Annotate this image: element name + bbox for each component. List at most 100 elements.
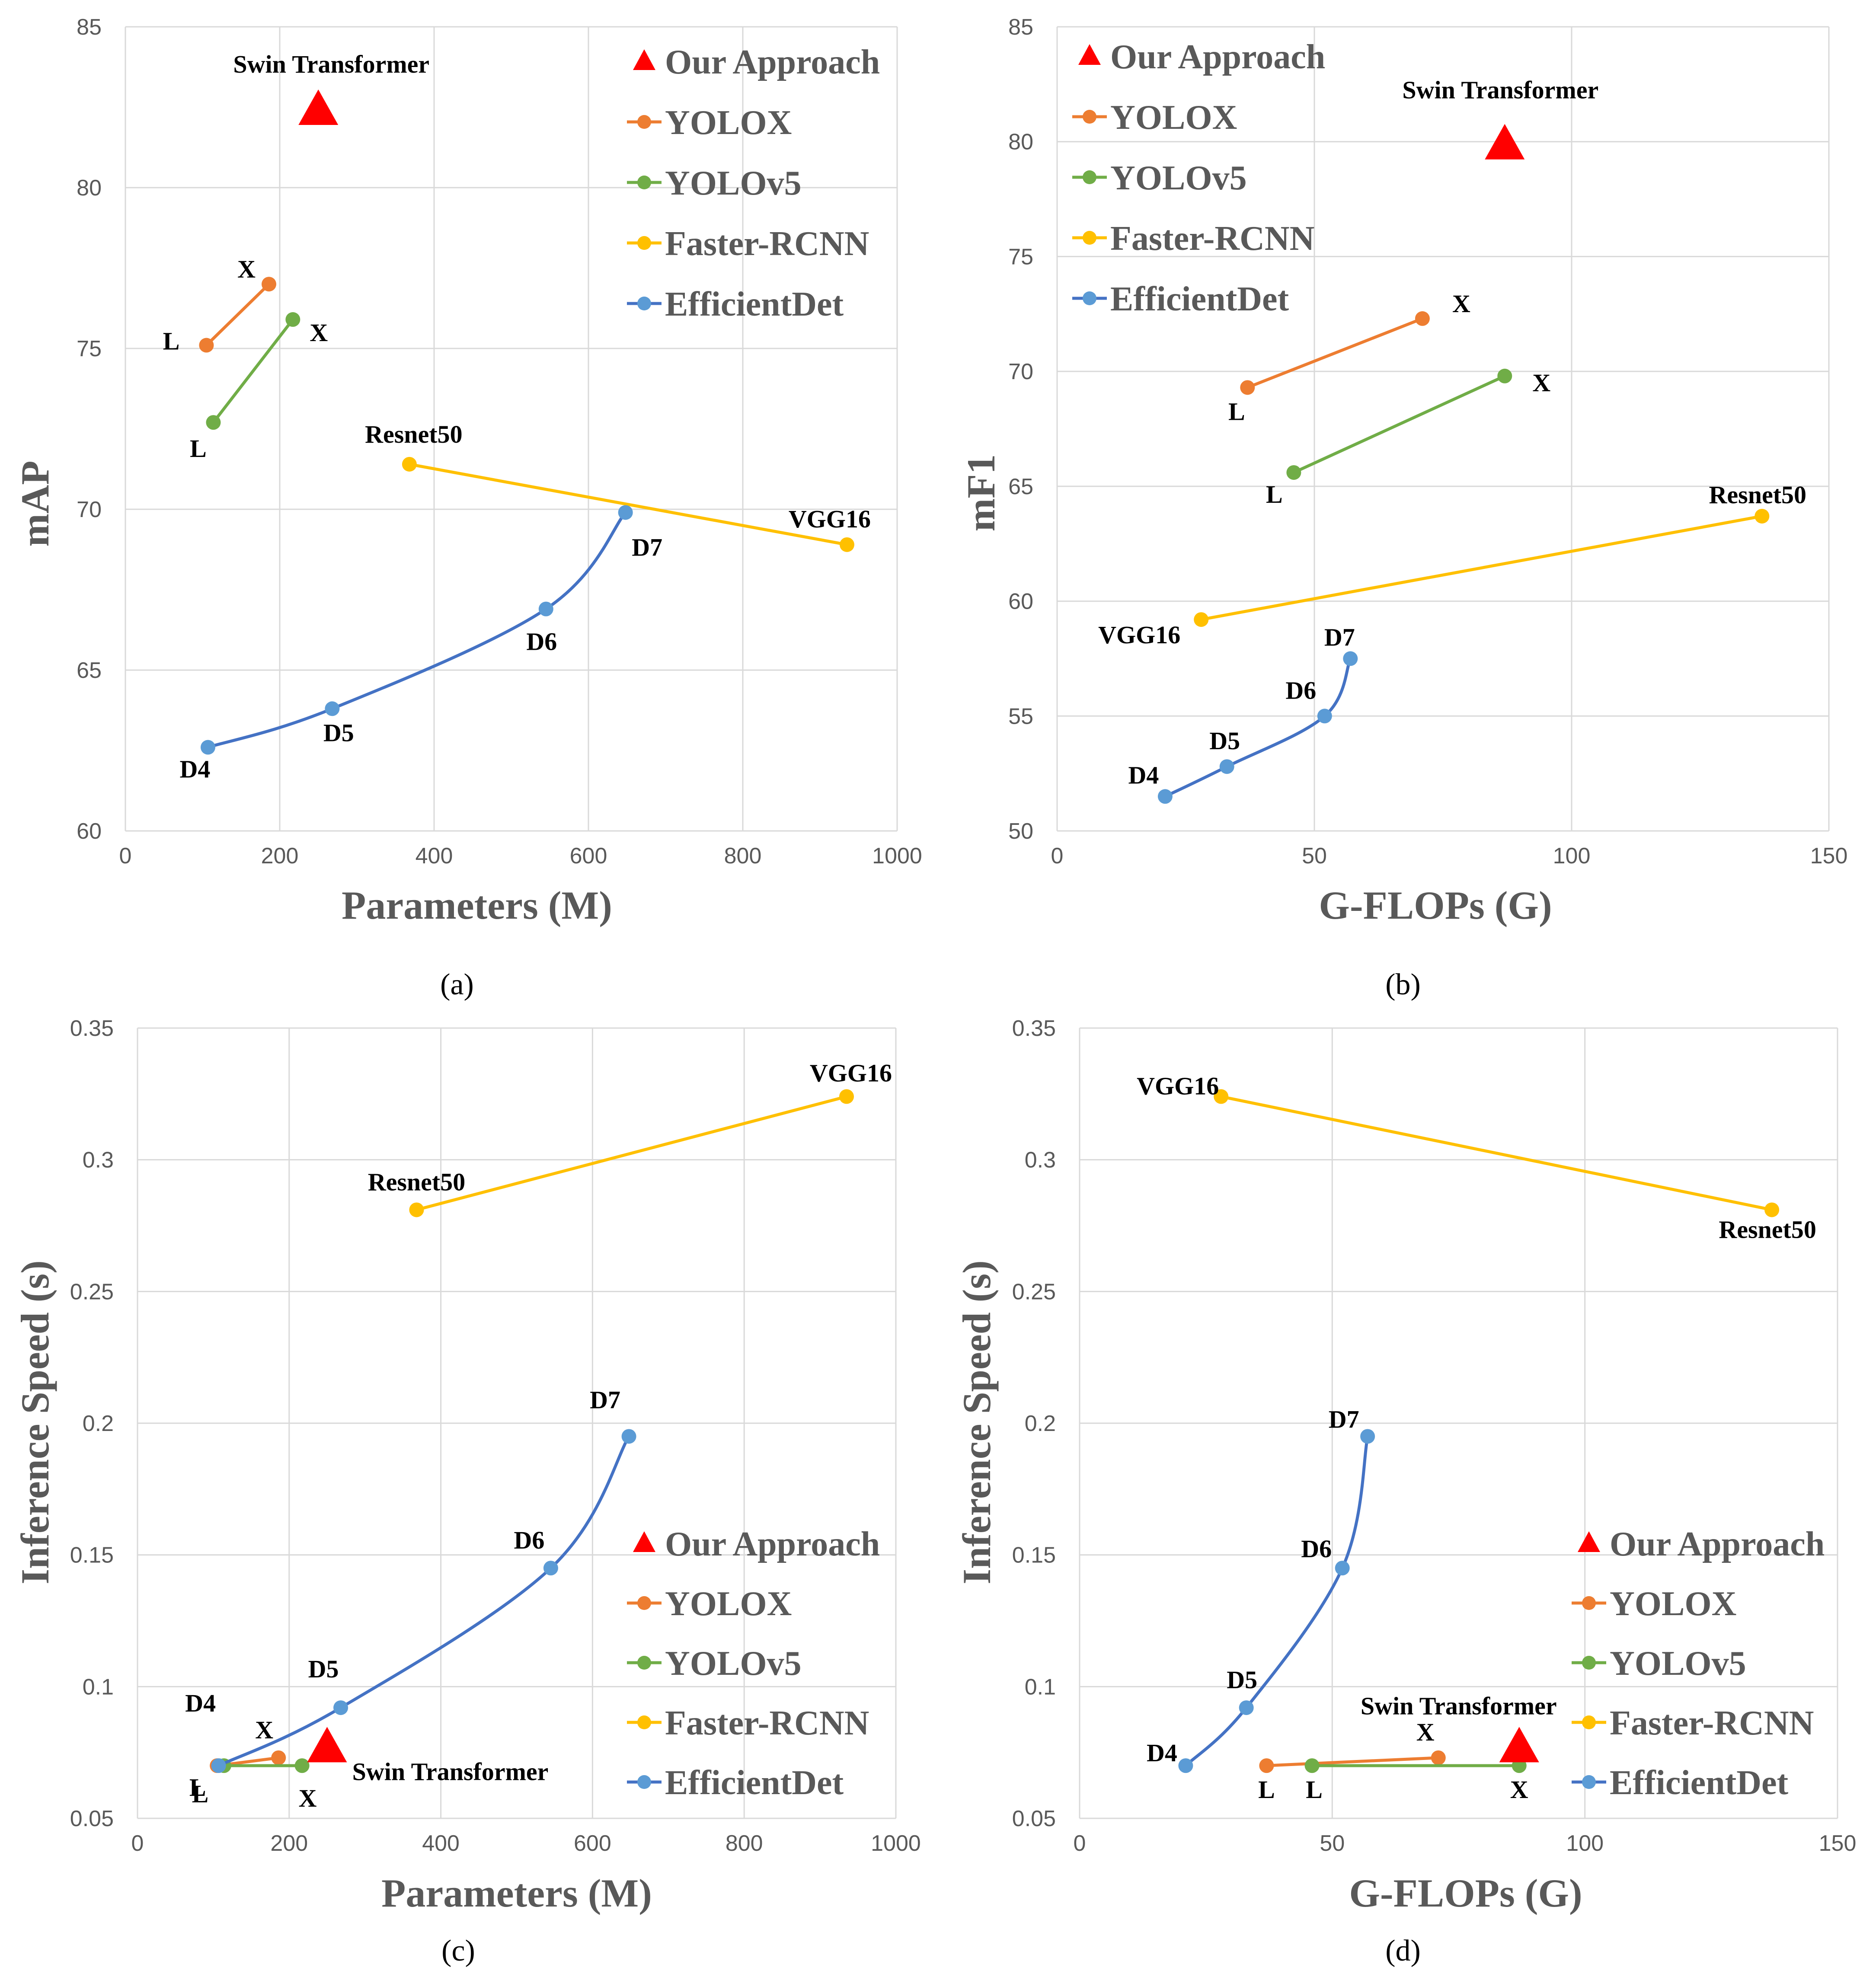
data-point [538,601,553,616]
data-point [1157,789,1173,804]
panel-label: (b) [1385,968,1421,1001]
x-tick-label: 200 [261,843,299,869]
legend-marker [1582,1656,1596,1670]
series-our_approach: Swin Transformer [1402,76,1598,160]
data-label: L [189,1773,206,1801]
legend-label-yolov5: YOLOv5 [665,164,802,202]
data-label: D4 [185,1689,216,1717]
data-point [409,1202,424,1217]
data-point [294,1758,310,1773]
chart-b: 0 50 100 150 50 55 60 65 70 75 80 85 G-FLOPs (G) mF1 (… [959,15,1847,1001]
legend-marker [637,236,651,250]
x-tick-label: 0 [1051,843,1064,869]
legend-label-efficientdet: EfficientDet [665,285,844,323]
x-tick-label: 150 [1810,843,1848,869]
legend-marker [637,1775,651,1789]
x-tick-label: 800 [724,843,762,869]
data-label: D7 [1329,1405,1359,1433]
series-efficientdet: D4 D5 D6 D7 [185,1386,636,1773]
series-line [1185,1436,1369,1767]
legend-label-faster_rcnn: Faster-RCNN [665,225,869,263]
series-line [1164,658,1352,798]
data-label: L [1306,1776,1323,1804]
chart-a: 0 200 400 600 800 1000 60 65 70 75 80 85 Parameters … [13,15,922,1001]
series-line [1247,317,1423,389]
legend-label-yolox: YOLOX [665,1585,792,1623]
legend-marker [637,1596,651,1610]
series-line [207,511,627,749]
data-label: Resnet50 [1709,481,1807,509]
data-label: L [1228,397,1245,425]
data-point [543,1561,558,1576]
legend-marker [1083,170,1096,184]
y-tick-label: 70 [1008,359,1033,384]
data-label: D7 [590,1386,620,1414]
data-label: D5 [323,719,354,747]
series-faster_rcnn: VGG16 Resnet50 [1137,1072,1816,1243]
legend-marker [637,297,651,310]
data-label: X [1510,1776,1528,1804]
data-point-triangle [1485,124,1525,160]
data-point [1764,1202,1780,1217]
data-point [211,1758,226,1773]
data-label: X [237,255,256,283]
data-label: L [163,327,180,355]
y-tick-label: 80 [1008,130,1033,155]
legend-label-yolov5: YOLOv5 [1610,1645,1746,1683]
legend-label-our_approach: Our Approach [1610,1525,1825,1563]
x-tick-label: 400 [422,1831,460,1856]
y-axis-title: mF1 [959,454,1003,532]
data-point [206,415,221,430]
x-tick-label: 800 [725,1831,763,1856]
series-yolov5: LX [1266,368,1550,508]
series-line [1201,514,1762,621]
y-tick-label: 60 [1008,589,1033,614]
legend: Our Approach YOLOX YOLOv5 Faster-RCNN Effici… [1072,38,1325,318]
data-point [1431,1750,1446,1765]
series-line [409,463,847,546]
data-label: L [1266,480,1283,508]
y-tick-label: 65 [77,658,102,683]
data-point [262,277,277,292]
chart-c: 0 200 400 600 800 1000 0.05 0.1 0.15 0.2 0.25 0.3 0.… [13,1016,921,1967]
data-point-triangle [298,89,339,125]
data-point [1214,1089,1229,1104]
data-label: VGG16 [1137,1072,1219,1100]
data-label: D7 [632,533,662,561]
data-point [199,338,214,353]
y-tick-label: 0.1 [83,1674,114,1699]
legend-label-our_approach: Our Approach [665,43,880,81]
x-tick-label: 100 [1553,843,1591,869]
data-label: D6 [1285,676,1316,704]
series-our_approach: Swin Transformer [307,1727,549,1785]
data-point [1178,1758,1193,1773]
series-line [212,318,294,424]
y-tick-label: 70 [77,497,102,522]
data-point [1343,651,1358,666]
data-point [271,1750,286,1765]
y-tick-label: 0.05 [70,1806,114,1831]
y-tick-label: 0.2 [1025,1411,1056,1436]
legend-marker [1083,291,1096,305]
legend-marker [1582,1775,1596,1789]
data-label: X [1416,1718,1435,1746]
data-point [1415,311,1430,326]
y-tick-label: 80 [77,176,102,201]
legend-label-efficientdet: EfficientDet [1610,1764,1789,1802]
data-point [1259,1758,1274,1773]
x-tick-label: 0 [131,1831,144,1856]
legend-label-yolox: YOLOX [1610,1585,1736,1623]
data-point [200,740,215,755]
data-point-triangle [307,1727,347,1763]
data-label: Swin Transformer [352,1757,549,1785]
y-tick-label: 0.35 [70,1016,114,1041]
x-tick-label: 600 [574,1831,611,1856]
legend-label-yolox: YOLOX [1110,99,1237,137]
series-line [1221,1095,1772,1211]
series-line [1293,374,1505,474]
data-point [618,505,633,520]
data-point-triangle [1499,1727,1539,1763]
y-tick-label: 0.3 [83,1148,114,1173]
series-our_approach: Swin Transformer [233,50,429,125]
legend-marker [637,115,651,129]
